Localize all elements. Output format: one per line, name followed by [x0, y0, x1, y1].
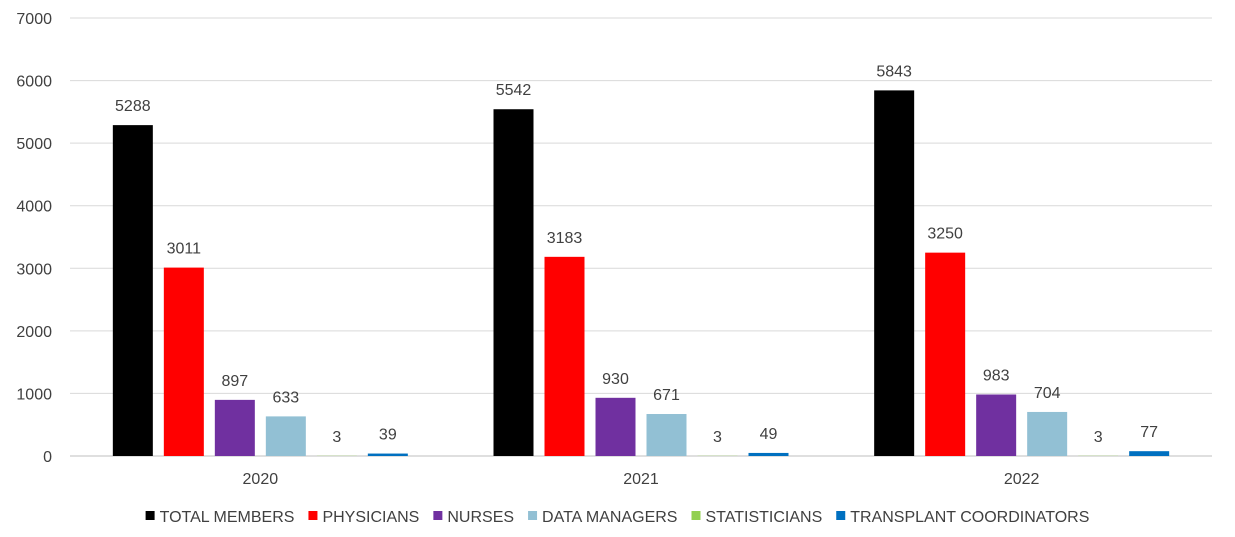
bar — [544, 256, 585, 456]
legend-item: PHYSICIANS — [308, 509, 419, 526]
data-label: 930 — [602, 371, 629, 388]
x-tick-label: 2021 — [623, 471, 659, 488]
bar — [163, 267, 204, 456]
legend-swatch — [691, 511, 701, 520]
gridlines — [70, 17, 1212, 457]
legend-swatch — [308, 511, 318, 520]
bars: 5288 3011 897 633 3 39 5542 3183 930 671 3 49 5843 32… — [112, 63, 1170, 457]
bar — [214, 399, 255, 456]
data-label: 3 — [1094, 429, 1103, 446]
y-tick-label: 7000 — [16, 11, 52, 28]
data-label: 39 — [379, 427, 397, 444]
legend-label: STATISTICIANS — [705, 509, 822, 526]
data-label: 5542 — [496, 82, 532, 99]
data-label: 897 — [221, 373, 248, 390]
data-label: 3250 — [927, 226, 963, 243]
bar — [976, 394, 1017, 456]
bar — [112, 125, 153, 456]
bar — [1027, 411, 1068, 456]
legend-swatch — [528, 511, 538, 520]
legend-item: TRANSPLANT COORDINATORS — [836, 509, 1089, 526]
bar — [748, 452, 789, 456]
data-label: 49 — [760, 426, 778, 443]
y-tick-label: 5000 — [16, 136, 52, 153]
x-axis: 2020 2021 2022 — [243, 471, 1040, 488]
legend-item: TOTAL MEMBERS — [145, 509, 295, 526]
bar — [367, 453, 408, 456]
bar — [493, 109, 534, 457]
data-label: 704 — [1034, 385, 1061, 402]
data-label: 3 — [332, 429, 341, 446]
legend-label: TOTAL MEMBERS — [160, 509, 295, 526]
legend-label: NURSES — [447, 509, 514, 526]
data-label: 3183 — [547, 230, 583, 247]
legend-swatch — [836, 511, 846, 520]
bar — [1129, 451, 1170, 456]
legend-item: NURSES — [433, 509, 514, 526]
x-tick-label: 2022 — [1004, 471, 1040, 488]
legend-label: DATA MANAGERS — [542, 509, 677, 526]
y-tick-label: 3000 — [16, 261, 52, 278]
legend-label: PHYSICIANS — [322, 509, 419, 526]
data-label: 3011 — [167, 241, 202, 258]
bar — [265, 416, 306, 456]
data-label: 983 — [983, 367, 1010, 384]
bar — [646, 414, 687, 456]
bar — [874, 90, 915, 456]
y-tick-label: 4000 — [16, 199, 52, 216]
y-axis: 0 1000 2000 3000 4000 5000 6000 7000 — [16, 11, 52, 466]
y-tick-label: 2000 — [16, 324, 52, 341]
legend-item: DATA MANAGERS — [528, 509, 677, 526]
legend-label: TRANSPLANT COORDINATORS — [850, 509, 1089, 526]
y-tick-label: 1000 — [16, 386, 52, 403]
data-label: 633 — [272, 389, 299, 406]
bar — [925, 252, 966, 456]
legend-swatch — [433, 511, 443, 520]
data-label: 5288 — [115, 98, 151, 115]
y-tick-label: 0 — [43, 449, 52, 466]
data-label: 3 — [713, 429, 722, 446]
bar — [595, 397, 636, 456]
legend: TOTAL MEMBERS PHYSICIANS NURSES DATA MANAGE… — [145, 509, 1089, 526]
legend-item: STATISTICIANS — [691, 509, 822, 526]
legend-swatch — [145, 511, 155, 520]
data-label: 671 — [653, 387, 680, 404]
data-label: 5843 — [876, 63, 912, 80]
x-tick-label: 2020 — [243, 471, 279, 488]
y-tick-label: 6000 — [16, 74, 52, 91]
data-label: 77 — [1140, 424, 1158, 441]
